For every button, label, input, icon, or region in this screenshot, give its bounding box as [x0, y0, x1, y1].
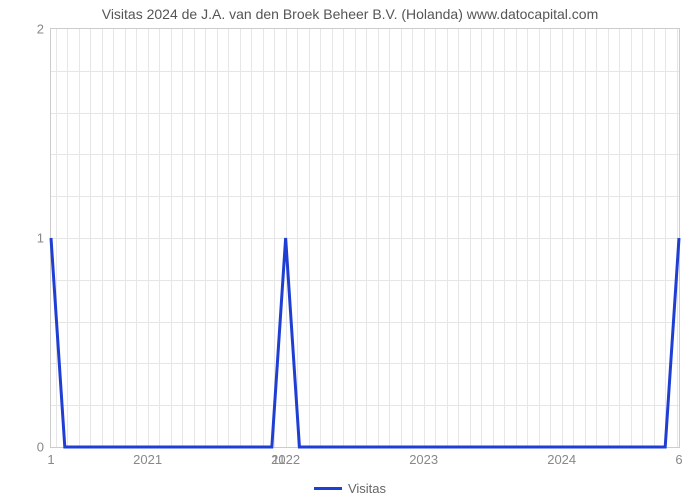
- x-axis-extra-label: 6: [675, 452, 682, 467]
- chart-container: Visitas 2024 de J.A. van den Broek Behee…: [0, 0, 700, 500]
- chart-title: Visitas 2024 de J.A. van den Broek Behee…: [0, 6, 700, 22]
- x-axis-extra-label: 11: [272, 452, 286, 467]
- y-axis-tick-label: 2: [14, 22, 44, 37]
- x-axis-extra-label: 1: [47, 452, 54, 467]
- plot-area: [50, 28, 680, 448]
- x-axis-tick-label: 2021: [133, 452, 162, 467]
- x-axis-tick-label: 2023: [409, 452, 438, 467]
- x-axis-tick-label: 2024: [547, 452, 576, 467]
- legend-label: Visitas: [348, 481, 386, 496]
- line-series: [51, 29, 679, 447]
- y-axis-tick-label: 1: [14, 231, 44, 246]
- legend-swatch: [314, 487, 342, 490]
- legend: Visitas: [0, 480, 700, 496]
- y-axis-tick-label: 0: [14, 440, 44, 455]
